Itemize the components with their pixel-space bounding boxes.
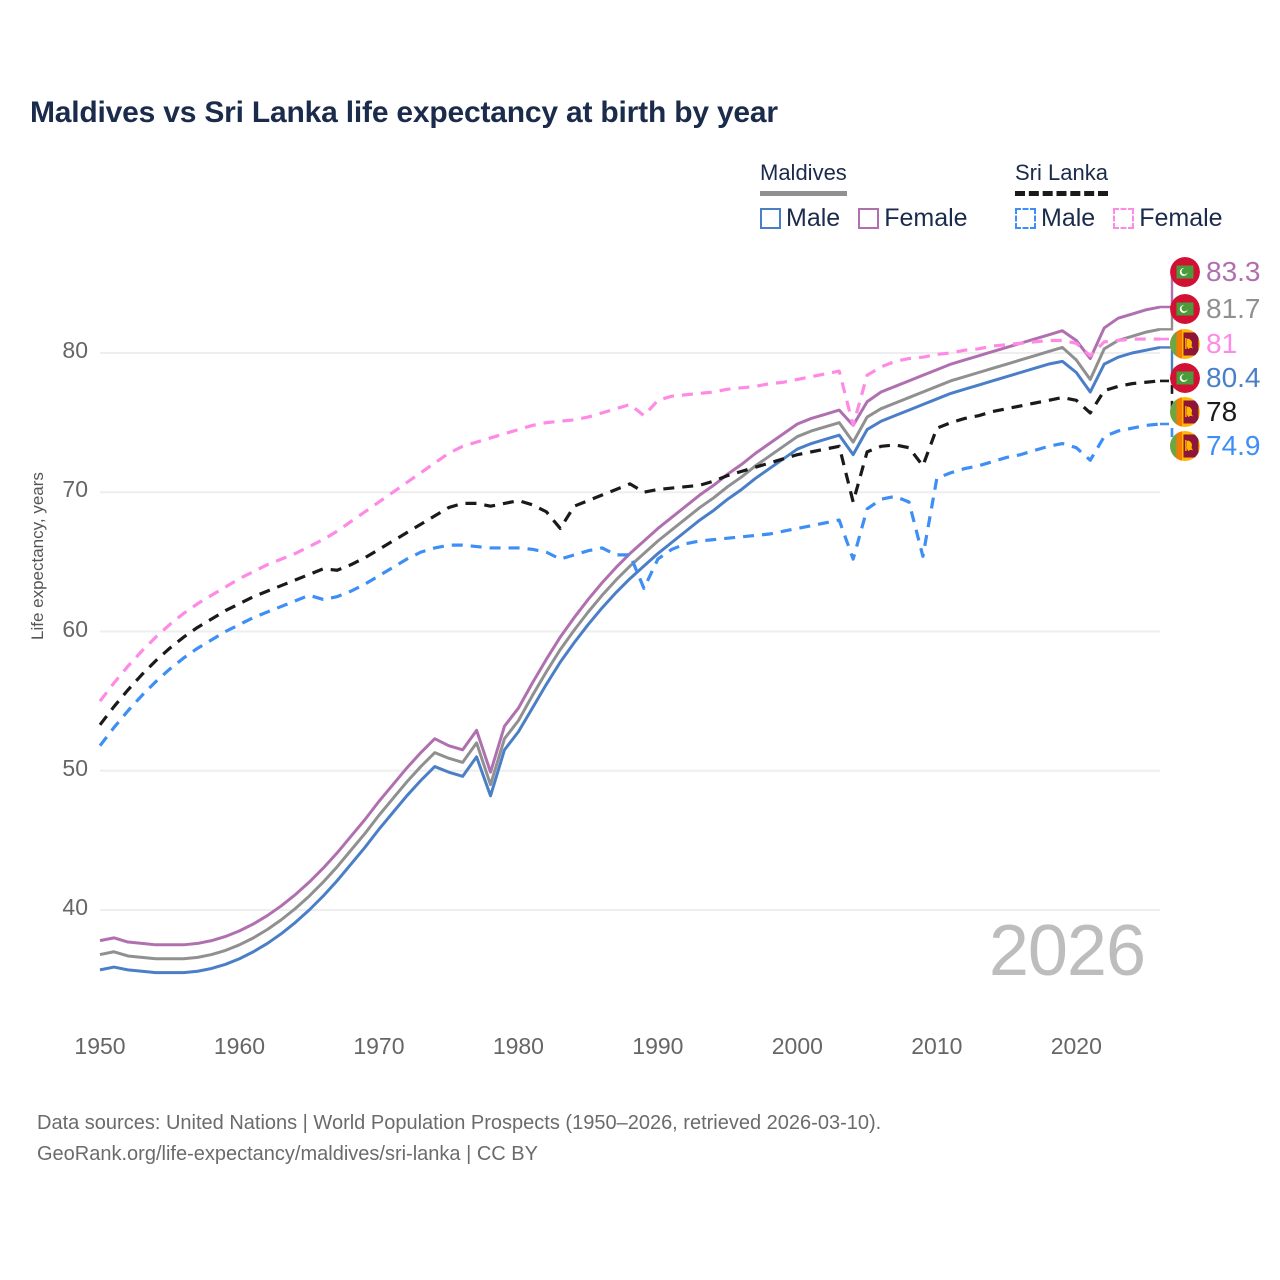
- srilanka-flag-icon: [1170, 329, 1200, 359]
- srilanka-flag-icon: [1170, 397, 1200, 427]
- maldives-flag-icon: [1170, 257, 1200, 287]
- footer-line-1: Data sources: United Nations | World Pop…: [37, 1112, 882, 1134]
- end-label-value: 80.4: [1206, 362, 1261, 393]
- end-label-value: 81.7: [1206, 293, 1261, 324]
- maldives-flag-icon: [1170, 363, 1200, 393]
- series-line-sri-lanka-total: [98, 379, 1161, 726]
- footer-line-2: GeoRank.org/life-expectancy/maldives/sri…: [37, 1143, 538, 1165]
- series-line-sri-lanka-female: [98, 337, 1160, 703]
- legend-items-maldives: Male Female: [760, 204, 986, 233]
- legend-group-srilanka: Sri Lanka: [1015, 160, 1108, 196]
- end-label-row: 74.9: [1170, 429, 1261, 463]
- end-label-row: 78: [1170, 395, 1237, 429]
- legend-item-srilanka-female[interactable]: Female: [1113, 204, 1223, 233]
- end-label-row: 81.7: [1170, 292, 1261, 326]
- chart-legend: Maldives Sri Lanka Male Female Male: [755, 160, 1255, 240]
- legend-swatch-maldives-male: [760, 208, 781, 229]
- y-tick-label: 40: [62, 894, 88, 920]
- legend-swatch-srilanka-male: [1015, 208, 1036, 229]
- legend-rule-solid: [760, 191, 847, 196]
- end-label-row: 83.3: [1170, 255, 1261, 289]
- series-line-maldives-male: [99, 345, 1161, 975]
- legend-rule-dashed: [1015, 191, 1108, 196]
- x-tick-label: 2000: [771, 1033, 823, 1059]
- end-label-row: 80.4: [1170, 361, 1261, 395]
- x-tick-label: 1960: [213, 1033, 266, 1059]
- series-line-maldives-total: [99, 327, 1161, 961]
- legend-label-maldives-male: Male: [786, 204, 841, 232]
- legend-label-maldives-female: Female: [884, 204, 968, 232]
- series-end-labels: 83.3 81.7 81 80.4 78 74.9: [1160, 250, 1280, 480]
- x-tick-label: 1990: [632, 1033, 684, 1059]
- y-tick-label: 50: [62, 754, 88, 781]
- y-tick-label: 80: [62, 337, 88, 363]
- x-tick-label: 2020: [1050, 1033, 1102, 1059]
- legend-items-srilanka: Male Female: [1015, 204, 1241, 233]
- end-label-value: 81: [1206, 328, 1238, 359]
- y-tick-label: 60: [62, 615, 88, 642]
- legend-group-label-maldives: Maldives: [760, 160, 847, 185]
- end-label-value: 83.3: [1206, 256, 1261, 287]
- legend-item-srilanka-male[interactable]: Male: [1015, 204, 1095, 233]
- year-watermark: 2026: [988, 911, 1146, 991]
- series-line-maldives-female: [99, 305, 1161, 947]
- legend-swatch-srilanka-female: [1113, 208, 1135, 229]
- y-tick-label: 70: [62, 476, 88, 503]
- series-line-sri-lanka-male: [98, 422, 1161, 747]
- x-tick-label: 1950: [74, 1033, 126, 1059]
- maldives-flag-icon: [1170, 294, 1200, 324]
- end-label-value: 78: [1206, 396, 1238, 427]
- x-tick-label: 1980: [492, 1033, 544, 1059]
- legend-label-srilanka-male: Male: [1041, 204, 1096, 232]
- page-title: Maldives vs Sri Lanka life expectancy at…: [30, 96, 778, 129]
- legend-group-maldives: Maldives: [760, 160, 847, 196]
- end-label-value: 74.9: [1206, 430, 1261, 461]
- legend-group-label-srilanka: Sri Lanka: [1015, 160, 1108, 185]
- legend-item-maldives-male[interactable]: Male: [760, 204, 840, 233]
- legend-swatch-maldives-female: [858, 208, 880, 229]
- x-tick-label: 1970: [353, 1033, 405, 1059]
- legend-item-maldives-female[interactable]: Female: [858, 204, 968, 233]
- end-label-row: 81: [1170, 327, 1237, 361]
- srilanka-flag-icon: [1170, 431, 1200, 461]
- x-tick-label: 2010: [911, 1033, 963, 1059]
- legend-label-srilanka-female: Female: [1139, 204, 1223, 232]
- footer-credits: Data sources: United Nations | World Pop…: [37, 1108, 881, 1170]
